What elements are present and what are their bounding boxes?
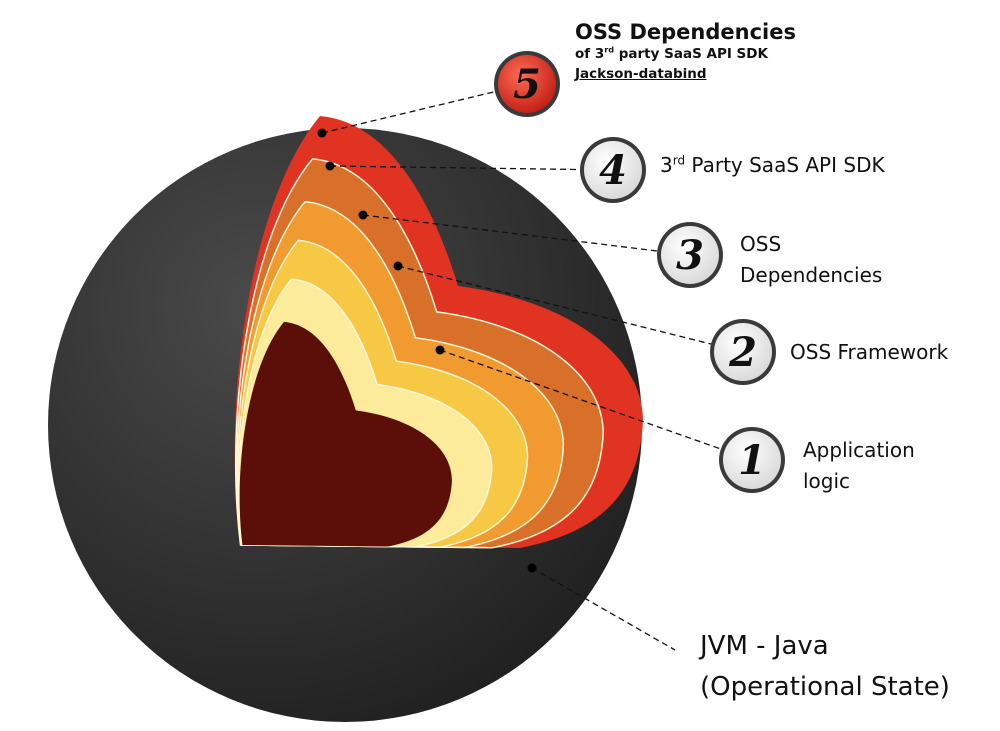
- jackson-databind-link[interactable]: Jackson-databind: [575, 66, 707, 82]
- layer-4-label: 3rd Party SaaS API SDK: [660, 153, 885, 177]
- layer-3-number-badge: 3: [657, 222, 723, 288]
- layer-4-leader-line: [329, 165, 614, 171]
- layer-5-subtitle: of 3rd party SaaS API SDK: [575, 44, 768, 62]
- jvm-label: JVM - Java (Operational State): [700, 631, 950, 702]
- layer-1-number: 1: [738, 437, 766, 484]
- layer-4-dot: [325, 161, 335, 171]
- layer-3-label: OSS Dependencies: [740, 232, 883, 287]
- layer-5-leader-line: [321, 83, 528, 134]
- layer-3-dot: [358, 210, 368, 220]
- layer-3-leader-line: [362, 214, 691, 256]
- layer-2-dot: [393, 261, 403, 271]
- layer-4-number: 4: [599, 147, 627, 194]
- layer-4-number-badge: 4: [580, 137, 646, 203]
- layer-1-number-badge: 1: [719, 427, 785, 493]
- layer-2-number-badge: 2: [710, 319, 776, 385]
- layer-5-label: OSS Dependencies of 3rd party SaaS API S…: [575, 20, 796, 84]
- application-core: [239, 321, 452, 547]
- layer-5-dot: [317, 128, 327, 138]
- layer-1-dot: [435, 345, 445, 355]
- layer-5-number: 5: [513, 61, 541, 108]
- layer-2-number: 2: [728, 329, 757, 376]
- layer-2-label: OSS Framework: [790, 340, 949, 364]
- layer-1-label: Application logic: [803, 438, 915, 493]
- jvm-dot: [527, 563, 537, 573]
- layer-5-number-badge: 5: [494, 51, 560, 117]
- layer-1-leader-line: [439, 349, 753, 461]
- layer-3-number: 3: [676, 232, 704, 279]
- jvm-leader-line: [531, 567, 676, 651]
- layer-5-title: OSS Dependencies: [575, 20, 796, 44]
